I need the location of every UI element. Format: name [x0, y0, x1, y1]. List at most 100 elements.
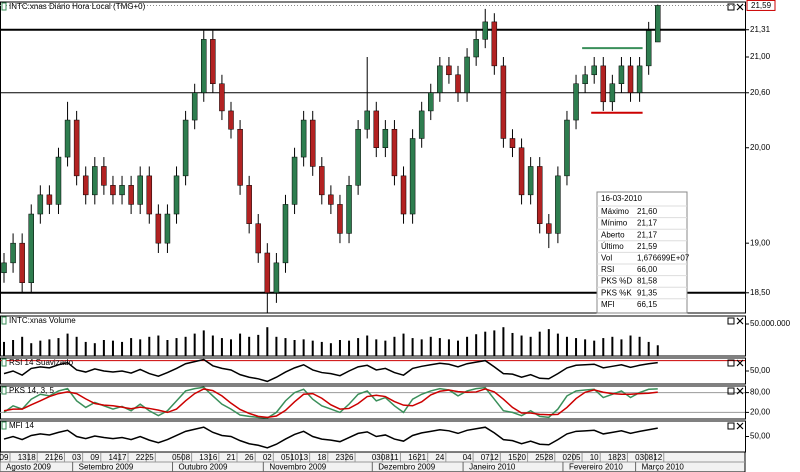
x-tick-label: 17 [118, 453, 127, 462]
volume-bar [575, 338, 578, 356]
volume-bar [302, 339, 305, 356]
panel-close [736, 422, 744, 430]
volume-bar [175, 338, 178, 356]
y-tick-label: 18,50 [750, 288, 771, 297]
x-tick-label: 21 [417, 453, 426, 462]
candle-body [291, 156, 298, 205]
volume-bar [102, 340, 105, 356]
candle-body [37, 194, 44, 215]
x-tick-label: 16 [208, 453, 217, 462]
candle-body [55, 156, 62, 205]
candle-body [355, 128, 361, 186]
last-price-label: 21,59 [751, 1, 772, 10]
x-tick-label: 26 [245, 453, 254, 462]
volume-bar [502, 327, 505, 356]
info-value: 21,17 [637, 219, 658, 228]
volume-bar [338, 340, 341, 356]
x-tick-label: 26 [54, 453, 63, 462]
volume-bar [565, 336, 568, 356]
indicator-line [3, 388, 658, 419]
volume-bar [12, 340, 15, 356]
x-tick-label: 14 [109, 453, 118, 462]
candle-body [373, 110, 380, 149]
volume-bar [284, 338, 287, 356]
candle-body [391, 128, 398, 177]
info-label: PKS %K [601, 288, 632, 297]
volume-bar [257, 334, 260, 356]
volume-bar [529, 336, 532, 356]
volume-bar [75, 336, 78, 356]
candle-body [618, 65, 625, 85]
volume-bar [556, 333, 559, 356]
y-tick-label: 50,00 [750, 366, 771, 375]
info-value: 81,58 [637, 277, 658, 286]
volume-bar [538, 331, 541, 356]
candle-body [210, 39, 216, 85]
panel-close [736, 317, 744, 325]
candle-body [228, 110, 234, 130]
info-value: 21,17 [637, 230, 658, 239]
y-tick-label: 50.000.000 [750, 319, 791, 328]
last-price-box [746, 0, 776, 11]
x-tick-label: 08 [381, 453, 390, 462]
volume-bar [466, 336, 469, 356]
volume-bar [211, 335, 214, 356]
x-tick-label: 18 [608, 453, 617, 462]
volume-bar [447, 339, 450, 356]
candle-body [273, 262, 280, 294]
x-tick-label: 13 [299, 453, 308, 462]
volume-bar [484, 331, 487, 356]
panel-title-bg [1, 358, 7, 367]
volume-bar [429, 336, 432, 356]
candle-body [464, 56, 470, 94]
panel-icon [727, 3, 735, 11]
x-tick-label: 08 [181, 453, 190, 462]
volume-bar [375, 339, 378, 356]
volume-bar [157, 335, 160, 356]
x-tick-label: 23 [617, 453, 626, 462]
indicator-line [3, 386, 658, 419]
candle-body [28, 213, 34, 284]
candle-body [655, 5, 661, 43]
info-value: 91,35 [637, 288, 658, 297]
volume-bar [311, 340, 314, 356]
info-value: 66,15 [637, 300, 658, 309]
volume-bar [220, 338, 223, 356]
candle-body [246, 185, 252, 224]
candle-body [164, 213, 171, 244]
y-tick-label: 80,00 [750, 388, 771, 397]
y-tick-label: 20,60 [750, 88, 771, 97]
panel-icon [727, 359, 735, 367]
panel-title: PKS 14, 3, 5 [9, 386, 54, 395]
candle-body [609, 83, 616, 103]
candle-body [518, 147, 525, 196]
volume-bar [57, 338, 60, 356]
volume-bar [366, 335, 369, 356]
candle-body [1, 262, 7, 274]
candle-body [546, 223, 552, 234]
x-tick-label: 05 [172, 453, 181, 462]
candle-body [155, 213, 162, 244]
info-value: 21,60 [637, 207, 658, 216]
volume-bar [193, 333, 196, 356]
panel-frame [0, 1, 746, 314]
x-tick-label: 16 [408, 453, 417, 462]
volume-bar [357, 338, 360, 356]
candle-body [564, 119, 570, 177]
panel-title-bg [1, 2, 7, 11]
candle-body [19, 242, 25, 284]
month-label: Dezembro 2009 [378, 463, 435, 472]
x-tick-label: 21 [227, 453, 236, 462]
month-label: Fevereiro 2010 [569, 463, 623, 472]
candle-body [119, 185, 125, 196]
x-tick-label: 09 [0, 453, 9, 462]
volume-bar [30, 343, 33, 356]
info-label: Último [601, 242, 624, 251]
candle-body [409, 138, 416, 215]
candle-body [300, 119, 307, 158]
volume-bar [329, 343, 332, 356]
volume-bar [584, 339, 587, 356]
candle-body [328, 194, 334, 205]
candle-body [627, 65, 634, 94]
